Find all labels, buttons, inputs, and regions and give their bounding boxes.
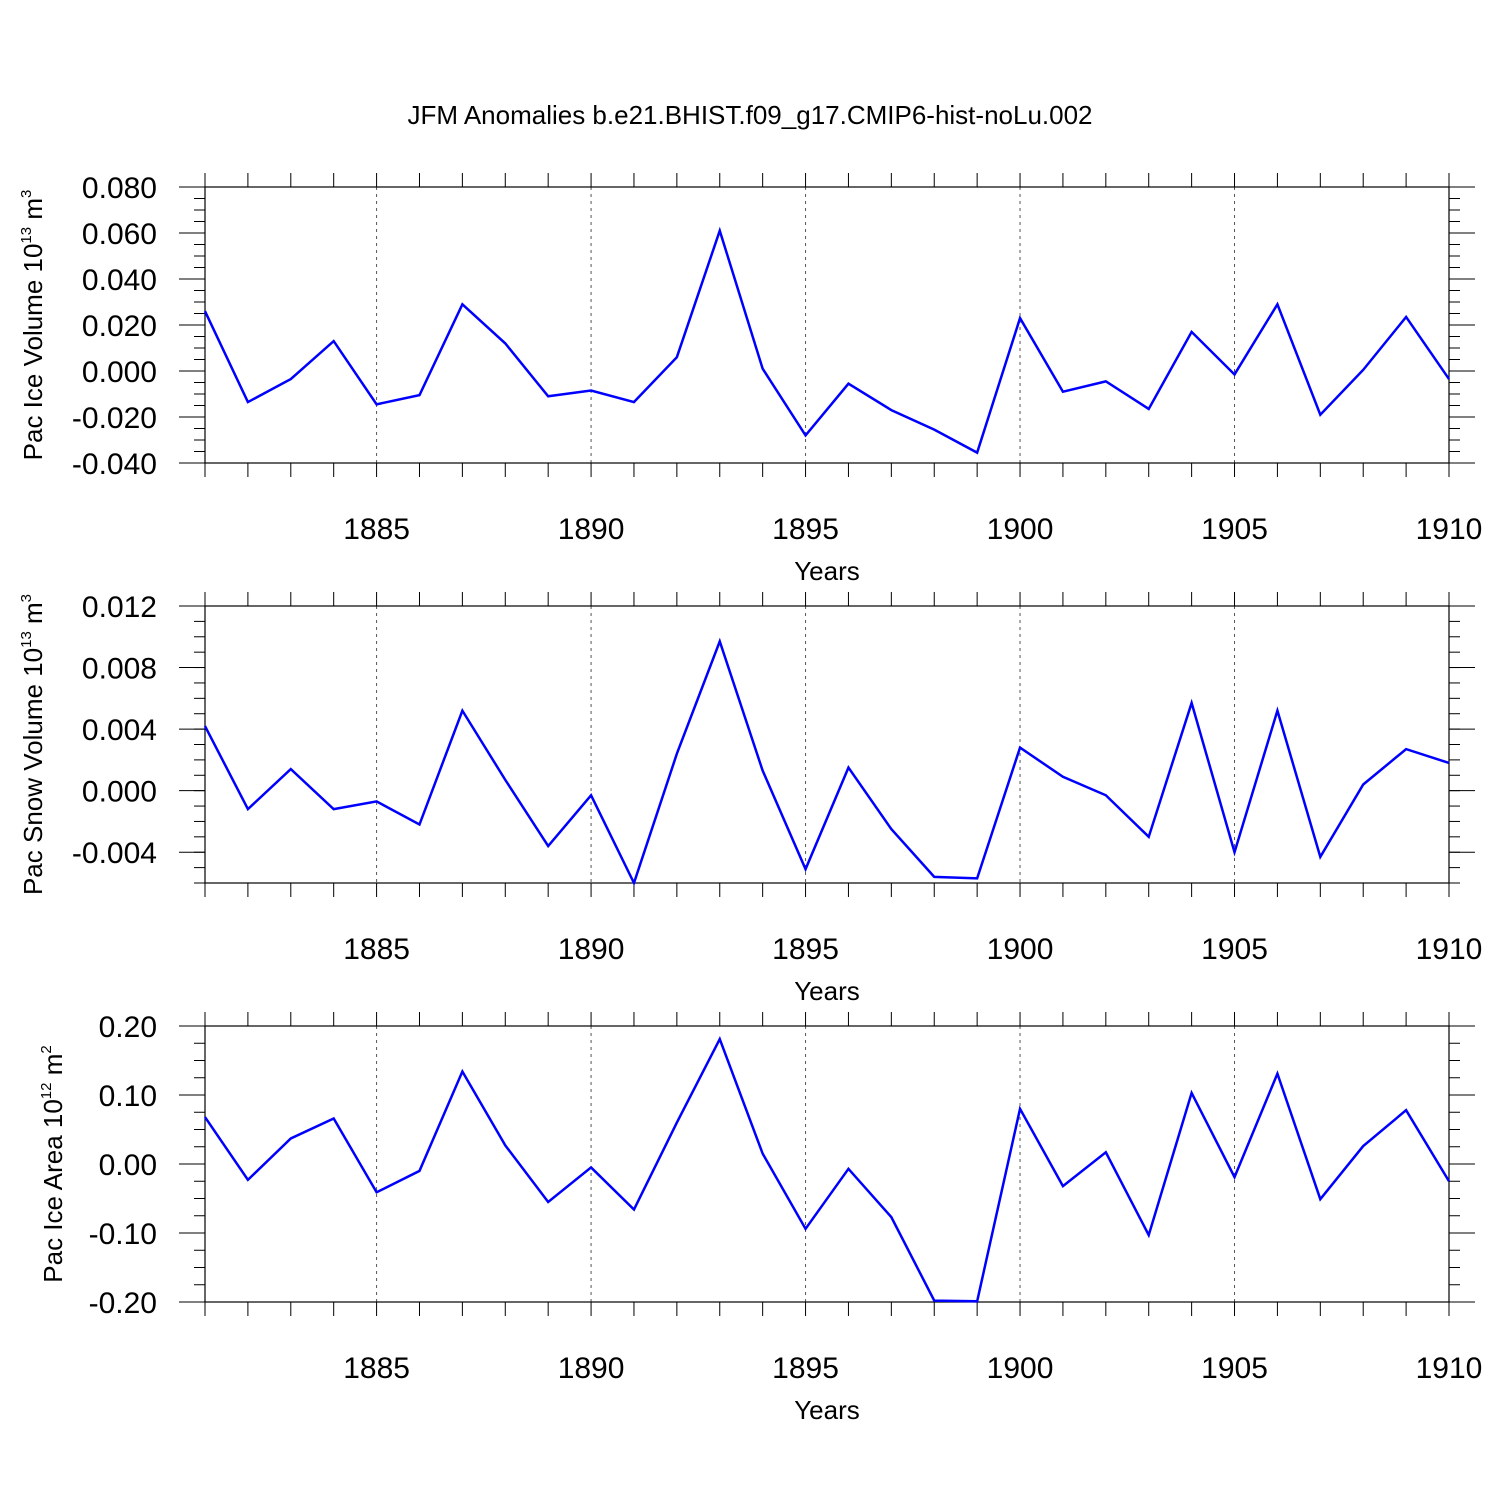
x-axis-label: Years: [794, 976, 860, 1006]
x-tick-label: 1895: [772, 513, 839, 546]
y-tick-label: 0.012: [82, 591, 157, 624]
x-tick-label: 1895: [772, 933, 839, 966]
y-label-unit: m: [18, 602, 48, 631]
x-tick-label: 1900: [987, 513, 1054, 546]
panel-1: -0.040 -0.020 0.000 0.020 0.040 0.060 0.080 188…: [18, 172, 1482, 586]
y-axis-label: Pac Snow Volume 1013 m3: [18, 594, 48, 895]
x-tick-label: 1910: [1416, 513, 1483, 546]
x-tick-label: 1890: [558, 1352, 625, 1385]
y-tick-label: 0.000: [82, 776, 157, 809]
y-tick-label: -0.004: [72, 837, 157, 870]
y-tick-label: -0.020: [72, 402, 157, 435]
y-label-text: Pac Snow Volume 10: [18, 648, 48, 895]
y-axis-label: Pac Ice Volume 1013 m3: [18, 190, 48, 461]
x-axis-label: Years: [794, 1395, 860, 1425]
y-label-exponent: 12: [38, 1082, 55, 1099]
x-tick-label: 1890: [558, 933, 625, 966]
y-tick-label: -0.040: [72, 448, 157, 481]
x-axis-label: Years: [794, 556, 860, 586]
y-tick-label: 0.020: [82, 310, 157, 343]
x-tick-label: 1900: [987, 933, 1054, 966]
x-tick-label: 1905: [1201, 933, 1268, 966]
y-tick-label: 0.060: [82, 218, 157, 251]
series-line: [203, 226, 1451, 455]
y-label-unit: m: [38, 1054, 68, 1083]
plot-frame: [204, 186, 1450, 464]
x-tick-label: 1885: [343, 1352, 410, 1385]
series-line: [203, 1036, 1451, 1303]
x-tick-label: 1910: [1416, 933, 1483, 966]
y-tick-label: 0.008: [82, 653, 157, 686]
x-tick-label: 1905: [1201, 513, 1268, 546]
x-tick-label: 1895: [772, 1352, 839, 1385]
y-tick-label: 0.20: [99, 1011, 157, 1044]
y-tick-label: 0.040: [82, 264, 157, 297]
x-tick-label: 1905: [1201, 1352, 1268, 1385]
y-label-exponent: 13: [18, 631, 35, 648]
y-tick-label: 0.00: [99, 1149, 157, 1182]
panels: -0.040 -0.020 0.000 0.020 0.040 0.060 0.080 188…: [18, 172, 1482, 1425]
y-label-unit-exponent: 3: [18, 594, 35, 602]
x-tick-label: 1885: [343, 933, 410, 966]
x-tick-label: 1900: [987, 1352, 1054, 1385]
y-tick-label: 0.10: [99, 1080, 157, 1113]
y-label-unit: m: [18, 198, 48, 227]
y-tick-label: 0.004: [82, 714, 157, 747]
plot-frame: [204, 1025, 1450, 1303]
series-line: [203, 637, 1450, 887]
panel-3: -0.20 -0.10 0.00 0.10 0.20 1885 1890 1895 1900 19…: [38, 1011, 1482, 1425]
y-tick-label: -0.20: [89, 1287, 157, 1320]
figure-title: JFM Anomalies b.e21.BHIST.f09_g17.CMIP6-…: [407, 100, 1092, 130]
plot-frame: [204, 605, 1450, 884]
y-label-unit-exponent: 3: [18, 190, 35, 198]
y-label-exponent: 13: [18, 227, 35, 244]
y-axis-label: Pac Ice Area 1012 m2: [38, 1045, 68, 1282]
y-label-unit-exponent: 2: [38, 1045, 55, 1053]
panel-2: -0.004 0.000 0.004 0.008 0.012 1885 1890 1895 19…: [18, 591, 1482, 1006]
x-tick-label: 1910: [1416, 1352, 1483, 1385]
y-tick-label: 0.080: [82, 172, 157, 205]
x-tick-label: 1890: [558, 513, 625, 546]
y-label-text: Pac Ice Area 10: [38, 1099, 68, 1283]
y-tick-label: -0.10: [89, 1218, 157, 1251]
y-label-text: Pac Ice Volume 10: [18, 244, 48, 461]
x-tick-label: 1885: [343, 513, 410, 546]
y-tick-label: 0.000: [82, 356, 157, 389]
